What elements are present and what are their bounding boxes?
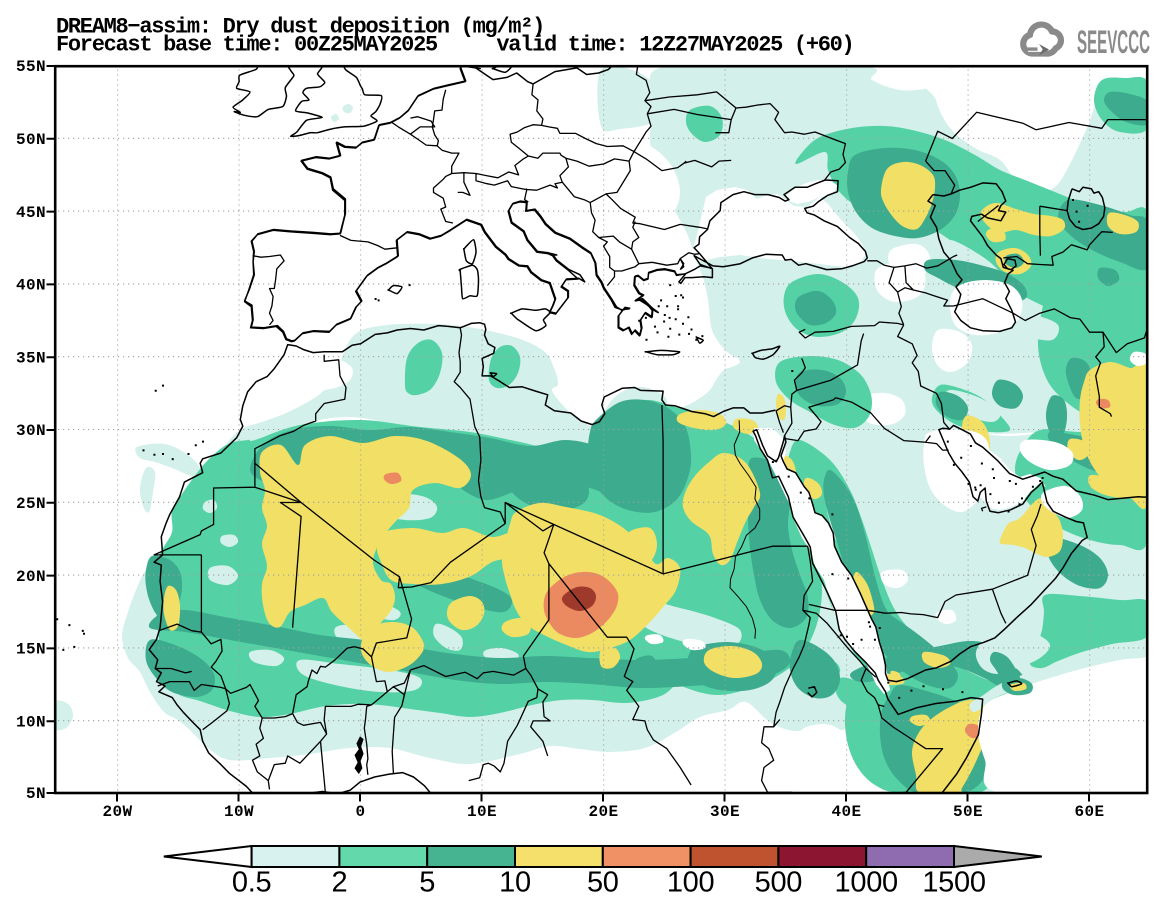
svg-text:Forecast base time: 00Z25MAY20: Forecast base time: 00Z25MAY2025 valid t… [56, 33, 853, 58]
svg-text:20N: 20N [16, 568, 46, 586]
svg-text:30N: 30N [16, 422, 46, 440]
svg-text:40E: 40E [831, 803, 861, 821]
svg-text:0: 0 [355, 803, 365, 821]
svg-text:40N: 40N [16, 277, 46, 295]
svg-text:15N: 15N [16, 641, 46, 659]
svg-text:50: 50 [587, 867, 619, 899]
svg-text:60E: 60E [1074, 803, 1104, 821]
svg-text:1500: 1500 [922, 867, 985, 899]
svg-text:50E: 50E [953, 803, 983, 821]
svg-text:45N: 45N [16, 204, 46, 222]
svg-text:25N: 25N [16, 495, 46, 513]
svg-text:DREAM8−assim: Dry dust deposit: DREAM8−assim: Dry dust deposition (mg/m²… [56, 15, 544, 40]
svg-text:20W: 20W [102, 803, 132, 821]
svg-text:500: 500 [755, 867, 803, 899]
svg-text:SEEVCCC: SEEVCCC [1077, 24, 1150, 60]
svg-text:20E: 20E [588, 803, 618, 821]
svg-text:10N: 10N [16, 713, 46, 731]
svg-text:35N: 35N [16, 349, 46, 367]
svg-text:5: 5 [419, 867, 435, 899]
svg-text:10: 10 [499, 867, 531, 899]
svg-text:30E: 30E [710, 803, 740, 821]
svg-text:0.5: 0.5 [232, 867, 271, 899]
svg-text:2: 2 [331, 867, 347, 899]
svg-text:50N: 50N [16, 131, 46, 149]
svg-text:1000: 1000 [835, 867, 898, 899]
svg-text:10W: 10W [224, 803, 254, 821]
svg-text:100: 100 [667, 867, 715, 899]
svg-text:55N: 55N [16, 58, 46, 76]
svg-text:10E: 10E [467, 803, 497, 821]
svg-text:5N: 5N [26, 785, 46, 803]
